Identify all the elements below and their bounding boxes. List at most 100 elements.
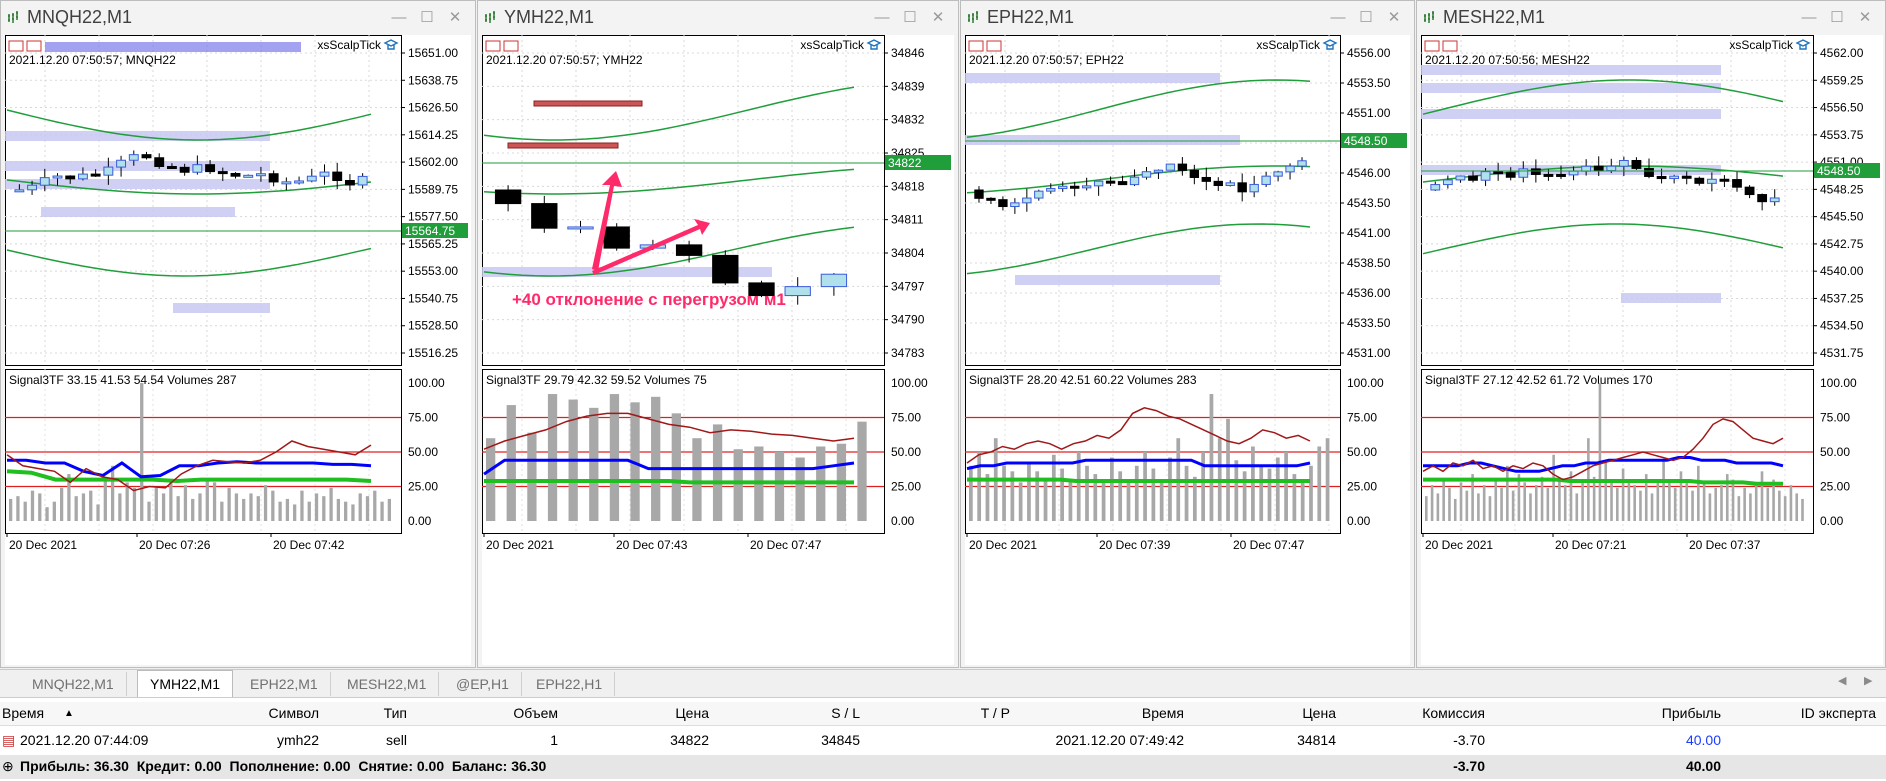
price-tick-label: 4534.50 (1820, 319, 1864, 333)
price-tick-label: 4545.50 (1820, 210, 1864, 224)
volume-bar (1610, 479, 1613, 521)
col-ea-id[interactable]: ID эксперта (1800, 705, 1876, 721)
scroll-left-icon[interactable]: ◀ (1838, 675, 1847, 687)
window-titlebar[interactable]: MNQH22,M1 — ☐ ✕ (1, 1, 475, 35)
candle-body (1581, 165, 1592, 172)
window-titlebar[interactable]: MESH22,M1 — ☐ ✕ (1417, 1, 1885, 35)
candle-body (1249, 183, 1259, 193)
chart-canvas[interactable]: 3484634839348323482534818348113480434797… (482, 35, 954, 665)
candle-body (1189, 169, 1200, 178)
indicator-label: Signal3TF 33.15 41.53 54.54 Volumes 287 (9, 373, 237, 387)
price-tick-label: 34804 (891, 246, 925, 260)
price-tick-label: 4533.50 (1347, 316, 1391, 330)
chart-canvas[interactable]: 4556.00 4553.50 4551.00 4548.50 4546.00 4543.… (965, 35, 1410, 665)
candle-body (65, 175, 76, 180)
price-tick-label: 15577.50 (408, 210, 458, 224)
candle-body (344, 180, 355, 186)
window-titlebar[interactable]: YMH22,M1 — ☐ ✕ (478, 1, 958, 35)
col-time-close[interactable]: Время (1141, 705, 1184, 721)
candle-body (1681, 175, 1692, 179)
price-tick-label: 4553.50 (1347, 76, 1391, 90)
volume-bar (1685, 479, 1689, 521)
maximize-button[interactable]: ☐ (1830, 9, 1844, 26)
col-tp[interactable]: T / P (980, 705, 1010, 721)
volume-bar (205, 479, 209, 521)
candle-body (217, 171, 228, 175)
price-tick-label: 4553.75 (1820, 128, 1864, 142)
tab-mesh22-m1[interactable]: MESH22,M1 (335, 672, 440, 696)
tab-mnqh22-m1[interactable]: MNQH22,M1 (20, 672, 127, 696)
col-volume[interactable]: Объем (513, 705, 558, 721)
collapse-icon[interactable]: ⊕ (2, 758, 14, 774)
col-sl[interactable]: S / L (831, 705, 860, 721)
window-title: EPH22,M1 (987, 7, 1075, 27)
chart-window-mesh22[interactable]: MESH22,M1 — ☐ ✕ 4562.00 4559.25 4556.50 455… (1416, 0, 1886, 668)
chart-canvas[interactable]: 15651.00 15638.75 15626.50 15614.25 15602.00… (5, 35, 471, 665)
close-button[interactable]: ✕ (1858, 9, 1872, 26)
col-profit[interactable]: Прибыль (1661, 705, 1721, 721)
level-zone (1421, 109, 1721, 119)
candle-body (255, 173, 266, 177)
chart-window-icon (485, 11, 495, 23)
tab-ep-h1[interactable]: @EP,H1 (444, 672, 522, 696)
col-commission[interactable]: Комиссия (1422, 705, 1485, 721)
volume-bar (1789, 485, 1793, 521)
volume-bar (329, 487, 333, 521)
col-price-close[interactable]: Цена (1302, 705, 1336, 721)
minimize-button[interactable]: — (391, 9, 407, 26)
maximize-button[interactable]: ☐ (420, 9, 434, 26)
scroll-right-icon[interactable]: ▶ (1864, 675, 1873, 687)
volume-bar (1778, 490, 1781, 521)
minimize-button[interactable]: — (874, 9, 890, 26)
candle-body (1493, 171, 1504, 175)
window-titlebar[interactable]: EPH22,M1 — ☐ ✕ (961, 1, 1414, 35)
chart-window-eph22[interactable]: EPH22,M1 — ☐ ✕ 4556.00 4553.50 4551.00 4548… (960, 0, 1415, 668)
chart-window-mnqh22[interactable]: MNQH22,M1 — ☐ ✕ 15651.00 15638.75 15626.50… (0, 0, 476, 668)
table-row[interactable]: ▤ 2021.12.20 07:44:09 ymh22 sell 1 34822… (0, 729, 1886, 753)
chart-canvas[interactable]: 4562.004559.254556.504553.754551.004548.… (1421, 35, 1883, 665)
volume-bar (1448, 487, 1451, 521)
price-tick-label: 15638.75 (408, 73, 458, 87)
close-button[interactable]: ✕ (1387, 9, 1401, 26)
volume-bar (1051, 454, 1056, 521)
candle-body (494, 189, 522, 205)
volume-bar (1558, 479, 1561, 521)
volume-bar (1459, 482, 1463, 521)
tab-ymh22-m1[interactable]: YMH22,M1 (137, 670, 234, 698)
volume-bar (1234, 460, 1239, 521)
volume-bar (220, 501, 224, 521)
price-label-box (1814, 163, 1880, 178)
signal-line-red (966, 407, 1311, 464)
candle-body (1518, 168, 1529, 178)
volume-bar (38, 493, 42, 521)
tab-eph22-h1[interactable]: EPH22,H1 (524, 672, 616, 696)
close-button[interactable]: ✕ (931, 9, 945, 26)
price-tick-label: 15626.50 (408, 101, 458, 115)
col-time[interactable]: Время (2, 705, 45, 721)
chart-window-ymh22[interactable]: YMH22,M1 — ☐ ✕ 34846 34839 34832 34825 34818… (477, 0, 959, 668)
volume-bar (118, 493, 122, 521)
candle-body (1022, 197, 1032, 204)
price-tick-label: 15516.25 (408, 346, 458, 360)
col-price[interactable]: Цена (675, 705, 709, 721)
candle-body (332, 171, 343, 182)
volume-bar (1060, 468, 1064, 521)
volume-bar (344, 501, 348, 521)
maximize-button[interactable]: ☐ (1359, 9, 1373, 26)
volume-bar (1151, 468, 1156, 521)
maximize-button[interactable]: ☐ (903, 9, 917, 26)
col-symbol[interactable]: Символ (268, 705, 319, 721)
candle-body (319, 171, 330, 177)
cell-commission: -3.70 (1453, 732, 1485, 748)
tab-eph22-m1[interactable]: EPH22,M1 (238, 672, 331, 696)
minimize-button[interactable]: — (1330, 9, 1346, 26)
volume-bar (1725, 474, 1729, 521)
volume-bar (67, 474, 71, 521)
close-button[interactable]: ✕ (448, 9, 462, 26)
col-type[interactable]: Тип (383, 705, 407, 721)
candle-body (1618, 159, 1629, 167)
minimize-button[interactable]: — (1801, 9, 1817, 26)
calendar-icon (8, 40, 24, 52)
candle-body (986, 197, 996, 201)
level-zone (1015, 275, 1220, 285)
